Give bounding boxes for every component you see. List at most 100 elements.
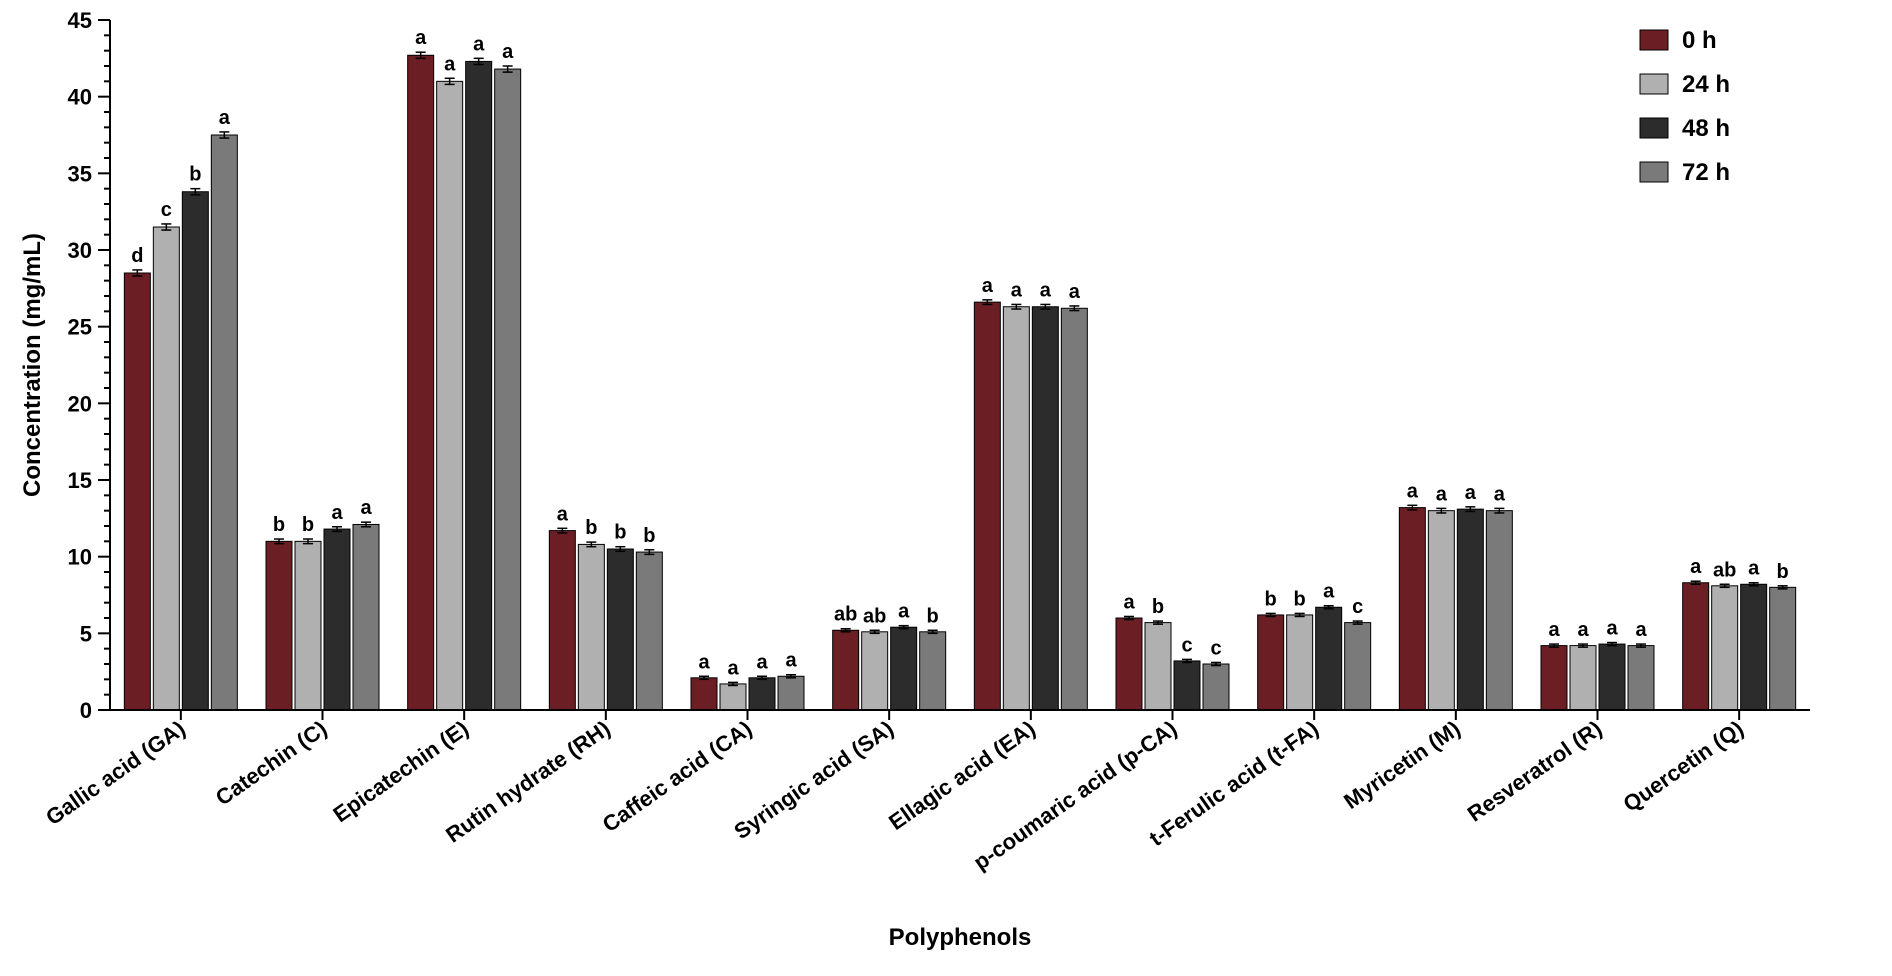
x-category-label: Catechin (C) — [211, 716, 331, 811]
bar — [1316, 607, 1342, 710]
bar — [891, 627, 917, 710]
significance-letter: b — [614, 522, 626, 544]
y-tick-label: 10 — [68, 545, 92, 570]
x-category-label: Ellagic acid (EA) — [884, 716, 1040, 835]
bar — [124, 273, 150, 710]
bar — [437, 81, 463, 710]
significance-letter: b — [1777, 561, 1789, 583]
significance-letter: a — [360, 497, 372, 519]
y-tick-label: 30 — [68, 238, 92, 263]
bar — [1174, 661, 1200, 710]
bar — [1345, 623, 1371, 710]
significance-letter: a — [1040, 279, 1052, 301]
bar — [408, 55, 434, 710]
chart-svg: 051015202530354045dcbaGallic acid (GA)bb… — [0, 0, 1892, 976]
significance-letter: a — [1494, 483, 1506, 505]
x-category-label: Epicatechin (E) — [329, 716, 474, 828]
significance-letter: b — [189, 164, 201, 186]
significance-letter: c — [1352, 596, 1363, 618]
bar — [353, 524, 379, 710]
y-tick-label: 20 — [68, 391, 92, 416]
significance-letter: a — [1069, 281, 1081, 303]
legend-label: 0 h — [1682, 27, 1717, 54]
polyphenol-bar-chart: 051015202530354045dcbaGallic acid (GA)bb… — [0, 0, 1892, 976]
significance-letter: d — [131, 245, 143, 267]
y-tick-label: 45 — [68, 8, 92, 33]
bar — [974, 302, 1000, 710]
bar — [1116, 618, 1142, 710]
x-category-label: Myricetin (M) — [1339, 716, 1464, 814]
y-tick-label: 40 — [68, 85, 92, 110]
significance-letter: a — [219, 107, 231, 129]
significance-letter: a — [331, 502, 343, 524]
significance-letter: a — [1465, 482, 1477, 504]
bar — [636, 552, 662, 710]
significance-letter: a — [1548, 619, 1560, 641]
significance-letter: b — [585, 517, 597, 539]
x-axis-label: Polyphenols — [889, 924, 1032, 951]
x-category-label: Caffeic acid (CA) — [598, 716, 757, 837]
significance-letter: a — [698, 651, 710, 673]
bar — [691, 678, 717, 710]
bar — [1203, 664, 1229, 710]
bar — [778, 676, 804, 710]
significance-letter: a — [1690, 556, 1702, 578]
bar — [1258, 615, 1284, 710]
significance-letter: a — [727, 657, 739, 679]
bar — [1003, 307, 1029, 710]
bar — [295, 541, 321, 710]
bar — [1683, 583, 1709, 710]
significance-letter: a — [756, 651, 768, 673]
bar — [1457, 509, 1483, 710]
significance-letter: b — [1152, 596, 1164, 618]
legend-label: 48 h — [1682, 115, 1730, 142]
y-axis-label: Concentration (mg/mL) — [19, 233, 46, 497]
significance-letter: a — [1635, 619, 1647, 641]
bar — [920, 632, 946, 710]
significance-letter: a — [1606, 618, 1618, 640]
significance-letter: ab — [834, 604, 857, 626]
significance-letter: b — [643, 525, 655, 547]
bar — [1628, 646, 1654, 710]
bar — [1428, 511, 1454, 710]
bar — [182, 192, 208, 710]
significance-letter: a — [1407, 480, 1419, 502]
y-tick-label: 0 — [80, 698, 92, 723]
legend-swatch — [1640, 162, 1668, 182]
bar — [1599, 644, 1625, 710]
significance-letter: a — [473, 33, 485, 55]
bar — [1541, 646, 1567, 710]
bar — [1770, 587, 1796, 710]
bar — [862, 632, 888, 710]
bar — [1486, 511, 1512, 710]
significance-letter: b — [302, 514, 314, 536]
legend-swatch — [1640, 118, 1668, 138]
significance-letter: a — [1323, 581, 1335, 603]
significance-letter: b — [927, 605, 939, 627]
bar — [833, 630, 859, 710]
bar — [1570, 646, 1596, 710]
bar — [211, 135, 237, 710]
significance-letter: a — [1577, 619, 1589, 641]
bar — [720, 684, 746, 710]
significance-letter: a — [1436, 483, 1448, 505]
significance-letter: a — [1123, 591, 1135, 613]
bar — [466, 61, 492, 710]
bar — [1712, 586, 1738, 710]
legend-swatch — [1640, 74, 1668, 94]
significance-letter: a — [1748, 558, 1760, 580]
significance-letter: a — [444, 53, 456, 75]
significance-letter: ab — [1713, 559, 1736, 581]
significance-letter: c — [161, 199, 172, 221]
x-category-label: Quercetin (Q) — [1619, 716, 1748, 817]
y-tick-label: 25 — [68, 315, 92, 340]
legend-label: 24 h — [1682, 71, 1730, 98]
bar — [1287, 615, 1313, 710]
significance-letter: a — [1011, 279, 1023, 301]
bar — [1741, 584, 1767, 710]
legend-label: 72 h — [1682, 159, 1730, 186]
bar — [266, 541, 292, 710]
significance-letter: b — [273, 514, 285, 536]
bar — [1399, 508, 1425, 710]
x-category-label: Gallic acid (GA) — [41, 716, 190, 830]
